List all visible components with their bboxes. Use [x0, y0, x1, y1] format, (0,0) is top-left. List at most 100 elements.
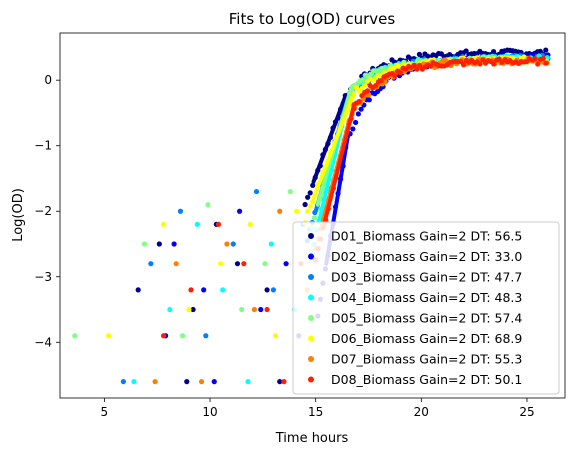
x-tick-label: 5	[101, 405, 109, 419]
data-point	[152, 379, 158, 385]
data-point	[177, 208, 184, 214]
legend-marker	[308, 253, 314, 260]
data-point	[148, 261, 154, 267]
data-point	[270, 287, 277, 293]
data-point	[171, 241, 177, 247]
legend-marker	[308, 294, 314, 301]
data-point	[382, 79, 388, 85]
data-point	[353, 119, 359, 126]
legend-label: D08_Biomass Gain=2 DT: 50.1	[331, 372, 522, 387]
data-point	[277, 208, 283, 214]
legend-marker	[308, 233, 314, 239]
data-point	[521, 54, 527, 60]
data-point	[239, 306, 245, 313]
legend-marker	[308, 335, 314, 342]
chart-legend: D01_Biomass Gain=2 DT: 56.5 D02_Biomass G…	[292, 221, 560, 395]
data-point	[105, 333, 112, 339]
x-tick-label: 15	[308, 405, 323, 419]
data-point	[362, 82, 368, 88]
data-point	[417, 62, 423, 68]
data-point	[156, 241, 162, 247]
data-point	[281, 379, 287, 385]
data-point	[268, 241, 274, 247]
data-point	[287, 188, 293, 195]
legend-label: D04_Biomass Gain=2 DT: 48.3	[331, 290, 522, 305]
data-point	[251, 306, 257, 313]
x-axis-label: Time hours	[275, 431, 349, 446]
data-point	[443, 57, 449, 64]
data-point	[253, 188, 260, 195]
y-axis-label: Log(OD)	[11, 188, 26, 242]
data-point	[160, 333, 167, 339]
data-point	[224, 241, 230, 247]
data-point	[186, 306, 192, 313]
data-point	[173, 261, 179, 267]
data-point	[378, 78, 384, 84]
data-point	[490, 49, 497, 55]
data-point	[264, 306, 270, 313]
data-point	[277, 379, 283, 385]
legend-label: D05_Biomass Gain=2 DT: 57.4	[331, 311, 522, 326]
x-tick-label: 25	[519, 405, 534, 419]
data-point	[543, 60, 549, 66]
data-point	[310, 199, 316, 205]
legend-label: D07_Biomass Gain=2 DT: 55.3	[331, 352, 522, 367]
data-point	[310, 182, 316, 188]
legend-marker	[308, 356, 314, 362]
data-point	[72, 333, 78, 339]
data-point	[411, 62, 417, 68]
data-point	[264, 287, 270, 293]
data-point	[397, 70, 403, 76]
data-point	[392, 73, 398, 79]
data-point	[355, 111, 361, 117]
plot-frame	[59, 32, 566, 399]
data-point	[217, 261, 224, 267]
data-point	[160, 221, 167, 227]
data-point	[215, 221, 222, 227]
legend-label: D02_Biomass Gain=2 DT: 33.0	[331, 249, 522, 264]
data-point	[234, 261, 241, 267]
legend-label: D06_Biomass Gain=2 DT: 68.9	[331, 331, 522, 346]
data-point	[305, 208, 311, 214]
data-point	[307, 190, 313, 196]
data-point	[535, 61, 541, 67]
data-point	[350, 126, 356, 132]
legend-marker	[308, 274, 314, 280]
data-point	[211, 379, 217, 385]
legend-label: D03_Biomass Gain=2 DT: 47.7	[331, 270, 522, 285]
data-point	[241, 261, 247, 267]
data-point	[272, 333, 279, 339]
x-tick-label: 10	[202, 405, 217, 419]
fit-lines	[311, 84, 356, 266]
y-tick-label: −4	[34, 335, 52, 349]
data-point	[532, 56, 538, 62]
data-point	[307, 203, 313, 209]
x-tick-label: 20	[414, 405, 429, 419]
y-tick-label: −2	[34, 204, 52, 218]
data-point	[262, 261, 268, 267]
data-point	[477, 61, 483, 67]
data-point	[543, 47, 549, 53]
data-point	[373, 83, 379, 89]
data-point	[203, 333, 209, 339]
data-point	[366, 97, 372, 103]
data-point	[463, 48, 469, 54]
data-point	[198, 379, 205, 385]
data-point	[311, 215, 318, 221]
fit-line	[311, 91, 356, 201]
data-point	[491, 61, 497, 67]
data-point	[302, 201, 308, 208]
data-point	[179, 333, 186, 339]
y-tick-label: 0	[44, 73, 52, 87]
data-point	[237, 208, 243, 214]
y-tick-label: −1	[34, 139, 52, 153]
data-point	[460, 62, 467, 68]
axes: 5 10 15 20 25 0 −1 −2 −3 −4	[34, 73, 534, 419]
data-point	[220, 287, 226, 293]
fit-line	[322, 104, 356, 227]
data-point	[414, 66, 420, 72]
data-point	[258, 306, 264, 313]
data-point	[247, 221, 253, 227]
data-point	[194, 221, 200, 227]
